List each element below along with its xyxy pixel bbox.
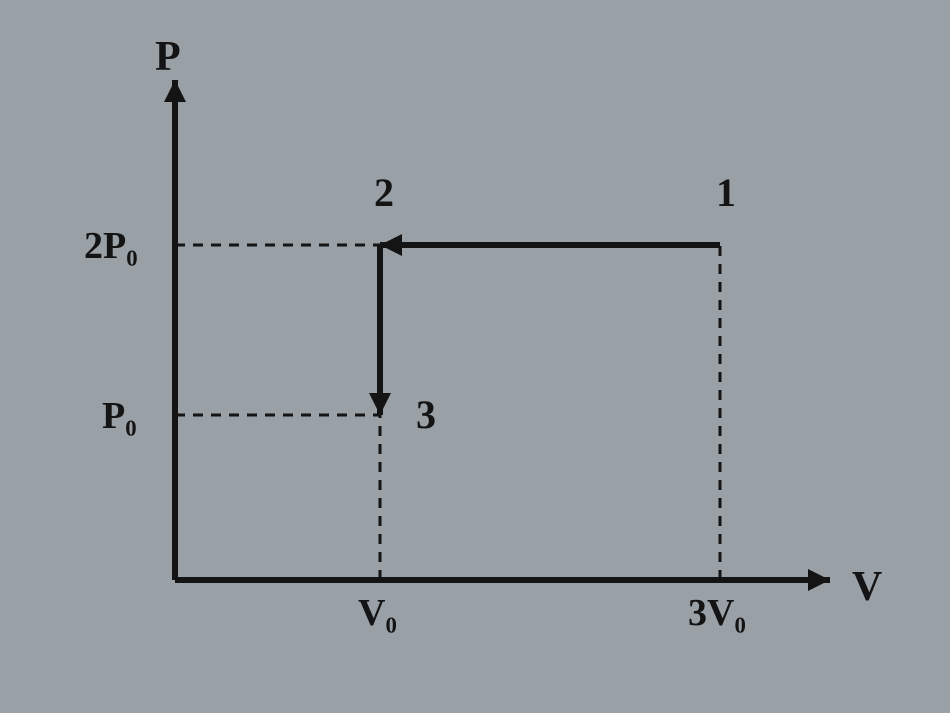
diagram-background — [0, 0, 950, 713]
point-label-2: 2 — [374, 170, 394, 215]
x-axis-label: V — [852, 564, 882, 610]
y-tick-label-2P0: 2P₀ — [84, 225, 138, 267]
point-label-3: 3 — [416, 392, 436, 437]
x-tick-label-3V0: 3V₀ — [688, 592, 746, 634]
y-tick-label-P0: P₀ — [102, 395, 137, 437]
pv-diagram: P V V₀ 3V₀ P₀ 2P₀ 1 2 3 — [0, 0, 950, 713]
x-tick-label-V0: V₀ — [358, 592, 397, 634]
y-axis-label: P — [155, 34, 181, 80]
point-label-1: 1 — [716, 170, 736, 215]
